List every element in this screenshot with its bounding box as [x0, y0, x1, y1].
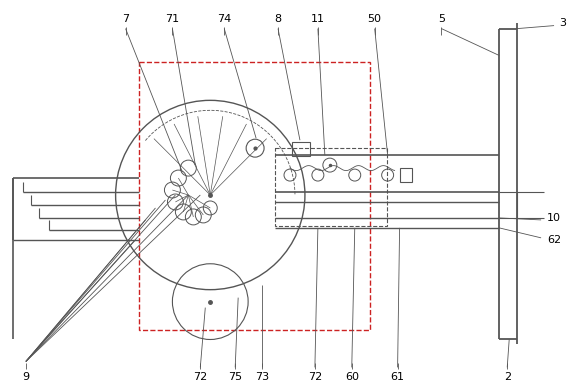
Text: 71: 71: [165, 14, 180, 24]
Text: 3: 3: [559, 18, 566, 27]
Bar: [275, 148, 387, 226]
Text: 72: 72: [308, 372, 322, 382]
Text: 7: 7: [122, 14, 129, 24]
Text: 74: 74: [217, 14, 231, 24]
Text: 62: 62: [547, 235, 561, 245]
Bar: [400, 168, 411, 182]
Text: 60: 60: [345, 372, 359, 382]
Bar: [292, 142, 310, 156]
Text: 8: 8: [275, 14, 281, 24]
Text: 73: 73: [255, 372, 269, 382]
Text: 9: 9: [22, 372, 30, 382]
Text: 72: 72: [193, 372, 208, 382]
Text: 75: 75: [228, 372, 243, 382]
Text: 50: 50: [368, 14, 382, 24]
Text: 5: 5: [438, 14, 445, 24]
Text: 10: 10: [547, 213, 561, 223]
Text: 61: 61: [391, 372, 404, 382]
Text: 11: 11: [311, 14, 325, 24]
Bar: [138, 62, 370, 330]
Text: 2: 2: [504, 372, 511, 382]
